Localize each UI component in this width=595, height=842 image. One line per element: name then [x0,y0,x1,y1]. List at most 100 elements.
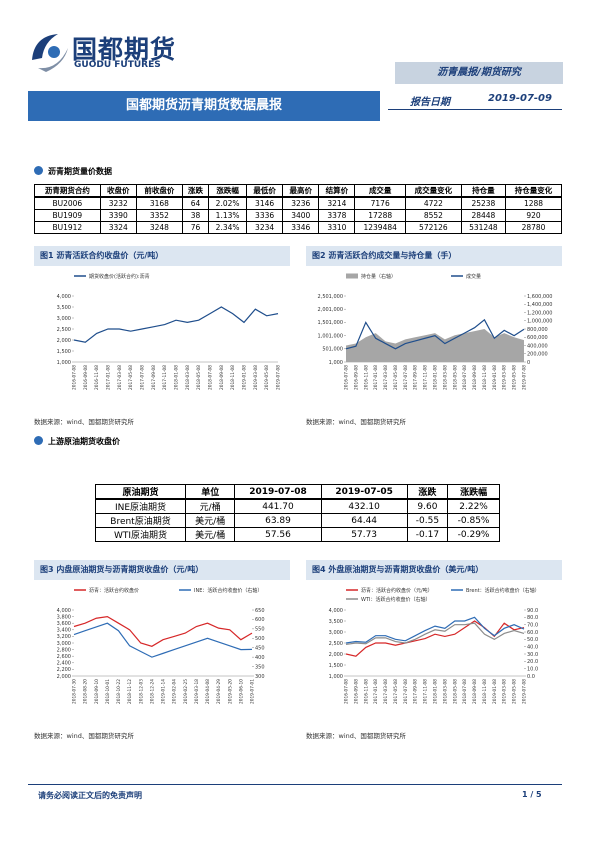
legend-label: 沥青：活跃合约收盘价（元/吨） [361,587,433,594]
table-cell: 17288 [354,209,406,222]
section-icon [34,166,43,175]
section-heading: 沥青期货量价数据 [48,167,112,176]
table-cell: 441.70 [234,498,322,514]
y-tick-label: 90.0 [527,608,538,614]
header-row: 沥青期货合约 收盘价 前收盘价 涨跌 涨跌幅 最低价 最高价 结算价 成交量 成交量变化 持仓量 持仓… [34,184,562,198]
x-tick-label: 2018-05-08 [196,365,202,390]
x-tick-label: 2019-05-08 [512,365,518,390]
table-cell: 920 [505,209,562,222]
column-header: 结算价 [318,184,356,198]
column-header: 沥青期货合约 [34,184,101,198]
x-tick-label: 2018-09-08 [472,679,478,704]
x-tick-label: 2019-01-08 [492,679,498,704]
y-tick-label: 600 [255,617,265,623]
table-row: BU1909 3390 3352 38 1.13% 3336 3400 3378 17288 85… [34,209,562,222]
table-cell: BU2006 [34,196,101,210]
report-title: 国都期货沥青期货数据晨报 [28,91,380,121]
y-tick-label: 3,000 [57,641,71,647]
table-cell: 3310 [318,221,356,234]
x-tick-label: 2016-09-08 [353,365,359,390]
x-tick-label: 2017-03-08 [117,365,123,390]
line [345,318,525,350]
y-tick-label: 1,600,000 [527,294,552,300]
x-tick-label: 2018-11-08 [482,679,488,704]
figure: 图2 沥青活跃合约成交量与持仓量（手） 1,000 501,000 1,001,00… [306,246,562,426]
legend-label: 沥青：活跃合约收盘价 [89,587,139,594]
table-cell: 2.22% [447,498,500,514]
y-tick-label: 3,200 [57,634,71,640]
divider [388,109,562,110]
table-cell: 3336 [246,209,284,222]
x-tick-label: 2017-07-08 [140,365,146,390]
table-cell: 1288 [505,196,562,210]
x-tick-label: 2018-08-20 [83,679,89,704]
x-tick-label: 2018-11-12 [127,679,133,704]
x-tick-label: 2019-02-04 [172,679,178,704]
x-tick-label: 2018-11-08 [230,365,236,390]
y-tick-label: 4,000 [57,294,71,300]
x-tick-label: 2017-05-08 [128,365,134,390]
figure-title: 图3 内盘原油期货与沥青期货收盘价（元/吨） [34,560,290,580]
table-cell: 9.60 [406,498,449,514]
table-row: INE原油期货 元/桶 441.70 432.10 9.60 2.22% [95,498,500,514]
column-header: 涨跌 [181,184,210,198]
y-tick-label: 0 [527,360,530,366]
y-tick-label: 1,000 [57,360,71,366]
y-tick-label: 40.0 [527,644,538,650]
table-cell: 64 [181,196,210,210]
y-tick-label: 800,000 [527,327,548,333]
table-cell: 元/桶 [184,498,236,514]
column-header: 成交量变化 [404,184,462,198]
y-tick-label: 3,000 [329,630,343,636]
column-header: 2019-07-05 [320,484,408,500]
x-tick-label: 2018-07-08 [462,365,468,390]
y-tick-label: 2,000 [57,338,71,344]
x-tick-label: 2018-09-08 [219,365,225,390]
x-tick-label: 2019-03-08 [253,365,259,390]
y-tick-label: 50.0 [527,637,538,643]
table-cell: 64.44 [320,513,408,528]
x-tick-label: 2016-07-08 [72,365,78,390]
logo-text: 国都期货 [72,35,177,64]
table-cell: -0.17 [406,527,449,542]
x-tick-label: 2019-02-25 [183,679,189,704]
x-tick-label: 2017-01-08 [106,365,112,390]
table-row: Brent原油期货 美元/桶 63.89 64.44 -0.55 -0.85% [95,513,500,528]
x-tick-label: 2017-09-08 [413,365,419,390]
table-cell: 3236 [282,196,320,210]
area [346,329,524,362]
section-heading: 上游原油期货收盘价 [48,437,120,446]
table-cell: 3400 [282,209,320,222]
column-header: 涨跌幅 [208,184,248,198]
chart: 1,000 1,500 2,000 2,500 3,000 3,500 4,000 2016-… [57,273,282,390]
y-tick-label: 400,000 [527,343,548,349]
table-cell: 63.89 [234,513,322,528]
y-tick-label: 2,200 [57,667,71,673]
y-tick-label: 3,500 [329,619,343,625]
y-tick-label: 2,400 [57,661,71,667]
y-tick-label: 500 [255,636,265,642]
table-cell: 572126 [404,221,462,234]
y-tick-label: 1,000 [329,674,343,680]
x-tick-label: 2016-09-08 [353,679,359,704]
x-tick-label: 2018-05-08 [452,365,458,390]
y-tick-label: 2,600 [57,654,71,660]
figure: 图3 内盘原油期货与沥青期货收盘价（元/吨） 2,000 2,200 2,400 2,… [34,560,290,740]
chart: 1,000 1,500 2,000 2,500 3,000 3,500 4,000 0.0 10… [329,587,540,704]
table-cell: 4722 [404,196,462,210]
table-cell: 3378 [318,209,356,222]
y-tick-label: 3,400 [57,628,71,634]
table-cell: 8552 [404,209,462,222]
figure-title: 图1 沥青活跃合约收盘价（元/吨） [34,246,290,266]
x-tick-label: 2018-01-08 [433,679,439,704]
y-tick-label: 1,500 [329,663,343,669]
table-cell: BU1909 [34,209,101,222]
column-header: 收盘价 [99,184,137,198]
column-header: 最低价 [246,184,284,198]
y-tick-label: 501,000 [322,347,343,353]
x-tick-label: 2019-07-08 [522,365,528,390]
figure-title: 图2 沥青活跃合约成交量与持仓量（手） [306,246,562,266]
table-cell: 3146 [246,196,284,210]
y-tick-label: 1,001,000 [318,333,343,339]
